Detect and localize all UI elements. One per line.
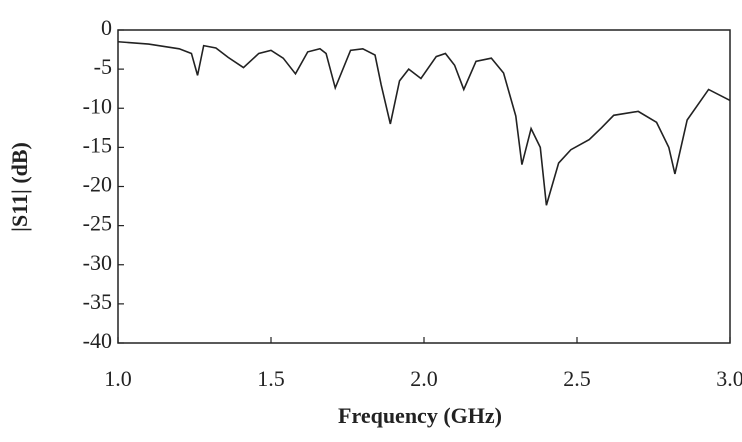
y-tick-label: -20 bbox=[83, 172, 112, 197]
x-tick-label: 3.0 bbox=[716, 366, 742, 391]
y-tick-label: -15 bbox=[83, 132, 112, 157]
x-tick-label: 1.0 bbox=[104, 366, 132, 391]
y-tick-label: -10 bbox=[83, 93, 112, 118]
x-tick-label: 2.5 bbox=[563, 366, 591, 391]
y-axis-title: |S11| (dB) bbox=[7, 142, 32, 232]
data-line bbox=[117, 40, 731, 206]
y-tick-label: -40 bbox=[83, 328, 112, 353]
plot-frame bbox=[117, 29, 731, 344]
x-axis-title: Frequency (GHz) bbox=[338, 403, 502, 428]
y-tick-label: -35 bbox=[83, 289, 112, 314]
y-tick-label: 0 bbox=[101, 15, 112, 40]
y-tick-label: -5 bbox=[94, 54, 112, 79]
x-tick-label: 2.0 bbox=[410, 366, 438, 391]
y-tick-label: -30 bbox=[83, 250, 112, 275]
y-tick-label: -25 bbox=[83, 211, 112, 236]
x-tick-label: 1.5 bbox=[257, 366, 285, 391]
